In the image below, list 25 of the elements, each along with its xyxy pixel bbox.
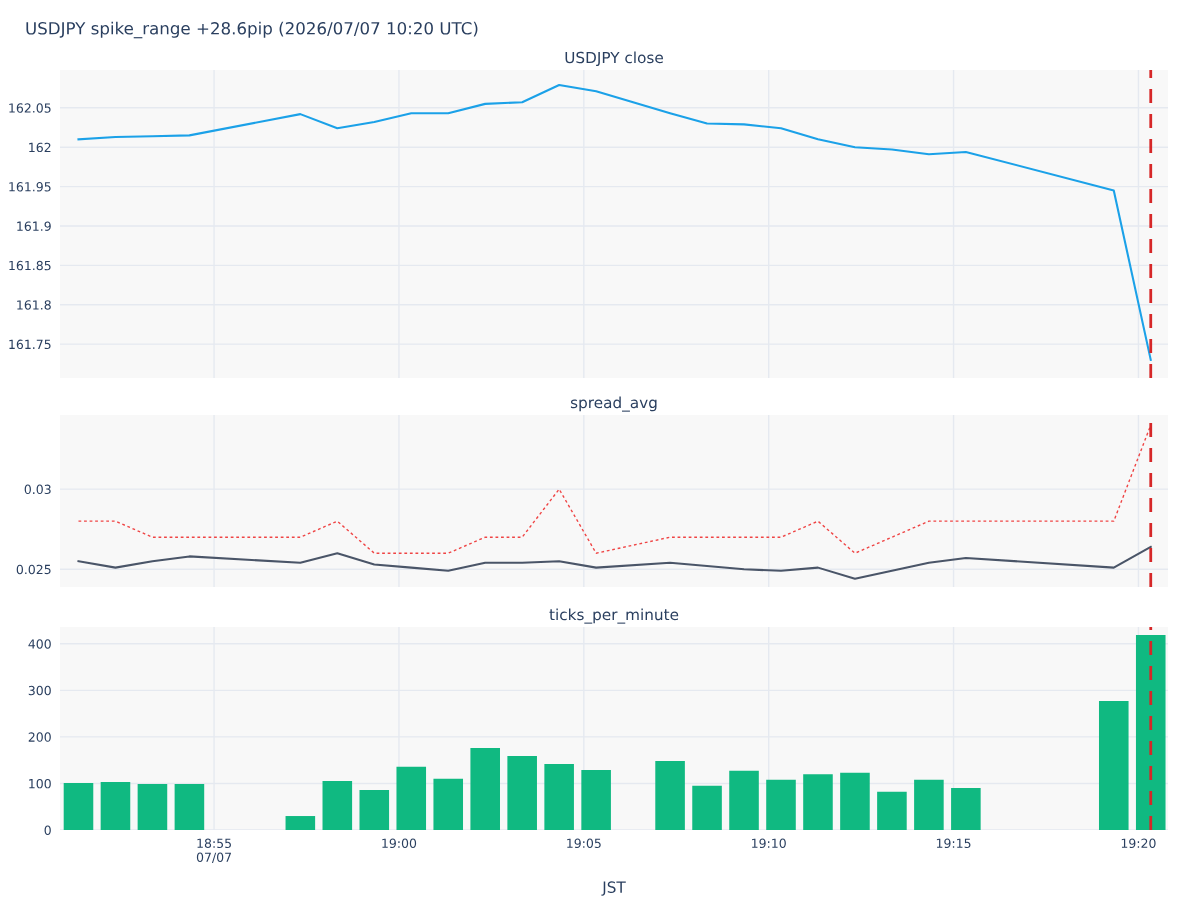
chart-subtitle: ticks_per_minute [549, 608, 679, 624]
chart-subtitle: spread_avg [570, 396, 657, 412]
y-tick-label: 161.85 [9, 260, 51, 271]
x-tick-label: 19:00 [382, 838, 417, 849]
y-tick-label: 0 [44, 825, 51, 835]
chart-title: USDJPY spike_range +28.6pip (2026/07/07 10:20 UTC) [26, 21, 478, 39]
x-tick-label: 19:10 [752, 838, 786, 849]
y-tick-label: 0.03 [24, 484, 51, 495]
y-tick-label: 161.75 [9, 339, 51, 350]
y-tick-label: 0.025 [16, 564, 51, 575]
x-axis-title: JST [601, 881, 626, 896]
y-tick-label: 400 [28, 639, 51, 649]
y-tick-label: 200 [28, 732, 51, 742]
chart-subtitle: USDJPY close [565, 51, 663, 67]
y-tick-label: 161.8 [17, 300, 51, 310]
y-tick-label: 162 [29, 142, 51, 153]
y-tick-label: 161.9 [17, 221, 51, 231]
y-tick-label: 100 [29, 778, 51, 789]
y-tick-label: 161.95 [9, 182, 51, 192]
y-tick-label: 300 [28, 685, 51, 696]
y-tick-label: 162.05 [9, 103, 51, 113]
x-tick-label: 18:55 07/07 [196, 838, 231, 863]
x-tick-label: 19:05 [567, 838, 601, 849]
x-tick-label: 19:15 [936, 838, 971, 849]
x-tick-label: 19:20 [1121, 838, 1156, 849]
